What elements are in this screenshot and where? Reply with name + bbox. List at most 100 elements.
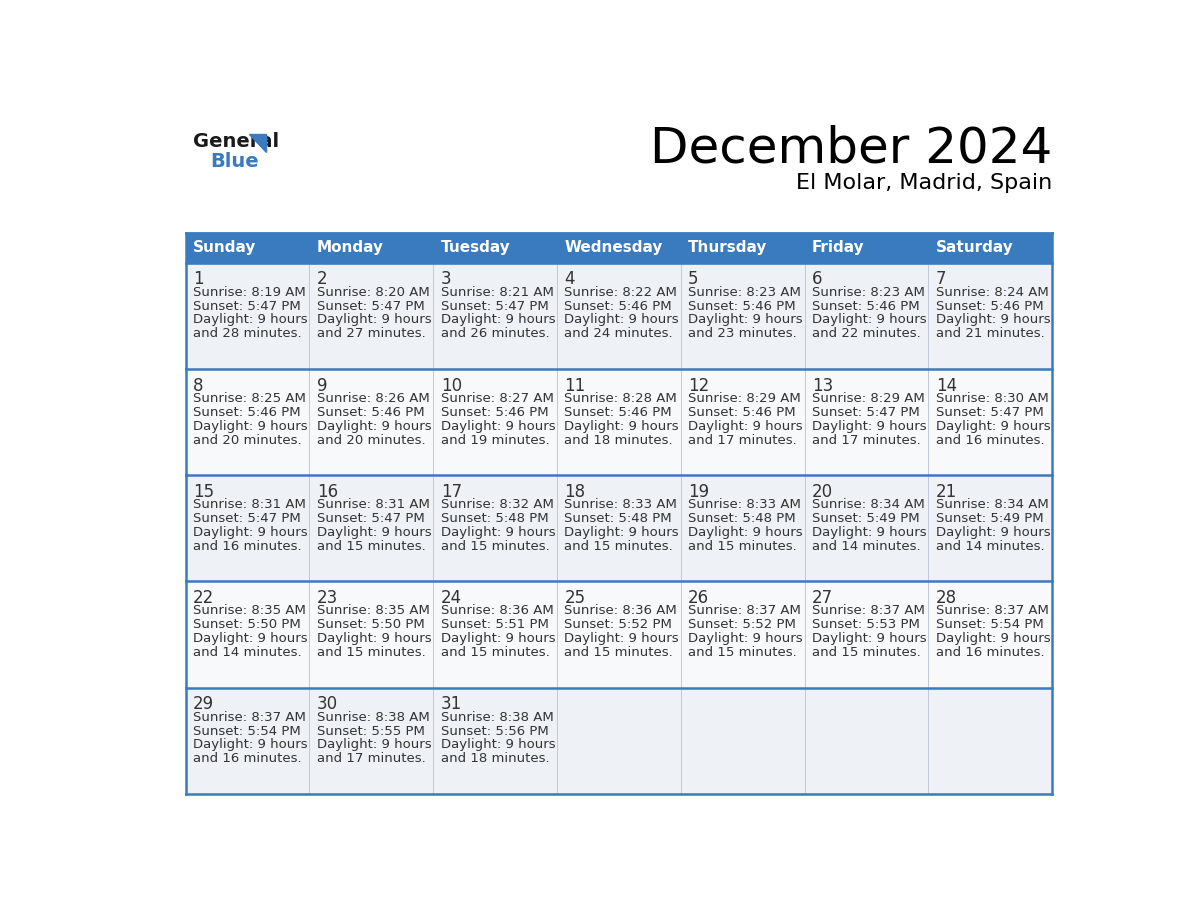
Text: and 15 minutes.: and 15 minutes. <box>564 646 674 659</box>
Bar <box>928 581 1053 688</box>
Text: Daylight: 9 hours: Daylight: 9 hours <box>441 633 555 645</box>
Text: 7: 7 <box>936 270 947 288</box>
Text: Daylight: 9 hours: Daylight: 9 hours <box>441 526 555 539</box>
Text: 17: 17 <box>441 483 462 501</box>
Text: Sunrise: 8:37 AM: Sunrise: 8:37 AM <box>813 604 925 618</box>
Text: Daylight: 9 hours: Daylight: 9 hours <box>317 420 431 432</box>
Text: and 17 minutes.: and 17 minutes. <box>688 433 797 446</box>
Text: Sunset: 5:47 PM: Sunset: 5:47 PM <box>441 299 549 313</box>
Bar <box>310 233 434 263</box>
Text: Daylight: 9 hours: Daylight: 9 hours <box>441 738 555 752</box>
Text: and 16 minutes.: and 16 minutes. <box>936 646 1044 659</box>
Text: Sunset: 5:48 PM: Sunset: 5:48 PM <box>564 512 672 525</box>
Text: 18: 18 <box>564 483 586 501</box>
Text: Sunset: 5:54 PM: Sunset: 5:54 PM <box>936 619 1043 632</box>
Bar <box>185 581 310 688</box>
Text: and 19 minutes.: and 19 minutes. <box>441 433 549 446</box>
Text: Daylight: 9 hours: Daylight: 9 hours <box>936 313 1050 327</box>
Text: Sunrise: 8:37 AM: Sunrise: 8:37 AM <box>936 604 1049 618</box>
Text: Sunrise: 8:32 AM: Sunrise: 8:32 AM <box>441 498 554 511</box>
Text: Sunrise: 8:29 AM: Sunrise: 8:29 AM <box>813 392 924 405</box>
Text: and 28 minutes.: and 28 minutes. <box>194 328 302 341</box>
Text: 9: 9 <box>317 376 328 395</box>
Text: Sunset: 5:46 PM: Sunset: 5:46 PM <box>564 299 672 313</box>
Text: Saturday: Saturday <box>936 241 1013 255</box>
Text: Sunrise: 8:36 AM: Sunrise: 8:36 AM <box>564 604 677 618</box>
Text: Sunrise: 8:37 AM: Sunrise: 8:37 AM <box>688 604 801 618</box>
Text: and 15 minutes.: and 15 minutes. <box>317 646 425 659</box>
Text: Sunrise: 8:20 AM: Sunrise: 8:20 AM <box>317 285 430 298</box>
Text: Daylight: 9 hours: Daylight: 9 hours <box>194 420 308 432</box>
Text: and 22 minutes.: and 22 minutes. <box>813 328 921 341</box>
Text: Sunset: 5:51 PM: Sunset: 5:51 PM <box>441 619 549 632</box>
Text: and 27 minutes.: and 27 minutes. <box>317 328 425 341</box>
Text: Wednesday: Wednesday <box>564 241 663 255</box>
Text: Sunset: 5:47 PM: Sunset: 5:47 PM <box>317 512 424 525</box>
Text: Sunrise: 8:22 AM: Sunrise: 8:22 AM <box>564 285 677 298</box>
Text: 2: 2 <box>317 270 328 288</box>
Text: and 14 minutes.: and 14 minutes. <box>813 540 921 553</box>
Text: 23: 23 <box>317 589 339 607</box>
Text: Daylight: 9 hours: Daylight: 9 hours <box>813 313 927 327</box>
Bar <box>310 688 434 794</box>
Text: Sunset: 5:50 PM: Sunset: 5:50 PM <box>317 619 424 632</box>
Text: 4: 4 <box>564 270 575 288</box>
Text: 27: 27 <box>813 589 833 607</box>
Text: Sunrise: 8:34 AM: Sunrise: 8:34 AM <box>813 498 924 511</box>
Text: Daylight: 9 hours: Daylight: 9 hours <box>317 633 431 645</box>
Text: Sunrise: 8:33 AM: Sunrise: 8:33 AM <box>564 498 677 511</box>
Text: Sunset: 5:47 PM: Sunset: 5:47 PM <box>194 512 301 525</box>
Bar <box>681 688 804 794</box>
Text: December 2024: December 2024 <box>650 124 1053 172</box>
Bar <box>928 263 1053 369</box>
Text: 30: 30 <box>317 695 339 713</box>
Text: 19: 19 <box>688 483 709 501</box>
Text: Sunrise: 8:38 AM: Sunrise: 8:38 AM <box>317 711 430 723</box>
Text: 8: 8 <box>194 376 203 395</box>
Text: Sunset: 5:55 PM: Sunset: 5:55 PM <box>317 724 425 738</box>
Bar <box>804 688 928 794</box>
Bar <box>928 688 1053 794</box>
Text: 6: 6 <box>813 270 822 288</box>
Text: Sunrise: 8:26 AM: Sunrise: 8:26 AM <box>317 392 430 405</box>
Text: Sunday: Sunday <box>194 241 257 255</box>
Text: Sunrise: 8:35 AM: Sunrise: 8:35 AM <box>317 604 430 618</box>
Text: Daylight: 9 hours: Daylight: 9 hours <box>194 633 308 645</box>
Text: Sunset: 5:56 PM: Sunset: 5:56 PM <box>441 724 549 738</box>
Text: and 14 minutes.: and 14 minutes. <box>194 646 302 659</box>
Bar <box>185 369 310 476</box>
Text: Sunset: 5:50 PM: Sunset: 5:50 PM <box>194 619 301 632</box>
Text: 24: 24 <box>441 589 462 607</box>
Bar <box>681 369 804 476</box>
Text: 3: 3 <box>441 270 451 288</box>
Text: 11: 11 <box>564 376 586 395</box>
Text: Sunrise: 8:27 AM: Sunrise: 8:27 AM <box>441 392 554 405</box>
Bar <box>804 369 928 476</box>
Text: Monday: Monday <box>317 241 384 255</box>
Bar <box>804 476 928 581</box>
Bar <box>310 369 434 476</box>
Text: Daylight: 9 hours: Daylight: 9 hours <box>813 526 927 539</box>
Text: Sunrise: 8:29 AM: Sunrise: 8:29 AM <box>688 392 801 405</box>
Text: and 15 minutes.: and 15 minutes. <box>813 646 921 659</box>
Text: and 26 minutes.: and 26 minutes. <box>441 328 549 341</box>
Text: 31: 31 <box>441 695 462 713</box>
Bar <box>681 233 804 263</box>
Text: 12: 12 <box>688 376 709 395</box>
Text: Sunset: 5:47 PM: Sunset: 5:47 PM <box>813 406 920 419</box>
Text: Sunrise: 8:31 AM: Sunrise: 8:31 AM <box>194 498 307 511</box>
Text: Tuesday: Tuesday <box>441 241 511 255</box>
Text: Sunrise: 8:23 AM: Sunrise: 8:23 AM <box>813 285 925 298</box>
Text: Sunset: 5:46 PM: Sunset: 5:46 PM <box>688 406 796 419</box>
Text: El Molar, Madrid, Spain: El Molar, Madrid, Spain <box>796 174 1053 194</box>
Text: Daylight: 9 hours: Daylight: 9 hours <box>688 313 803 327</box>
Text: Daylight: 9 hours: Daylight: 9 hours <box>564 633 680 645</box>
Text: Sunrise: 8:19 AM: Sunrise: 8:19 AM <box>194 285 305 298</box>
Text: Daylight: 9 hours: Daylight: 9 hours <box>813 420 927 432</box>
Bar <box>185 233 310 263</box>
Bar <box>185 688 310 794</box>
Text: 22: 22 <box>194 589 214 607</box>
Text: Thursday: Thursday <box>688 241 767 255</box>
Text: Daylight: 9 hours: Daylight: 9 hours <box>813 633 927 645</box>
Text: Daylight: 9 hours: Daylight: 9 hours <box>688 633 803 645</box>
